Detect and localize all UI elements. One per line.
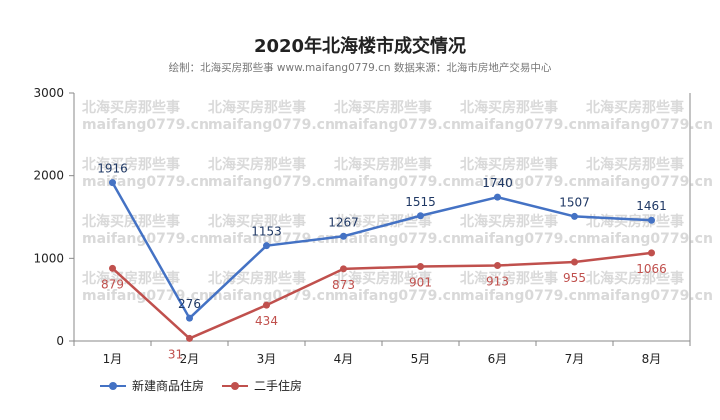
data-point [263, 301, 270, 309]
data-point [340, 265, 347, 273]
legend-label-series-1: 新建商品住房 [132, 379, 205, 393]
y-tick-label: 3000 [33, 86, 64, 100]
data-label: 913 [486, 275, 509, 289]
y-tick-label: 1000 [33, 251, 64, 265]
watermark-text: 北海买房那些事 [208, 213, 306, 230]
series-line-1 [111, 181, 652, 320]
data-label: 1461 [636, 199, 667, 213]
data-label: 1507 [559, 195, 590, 209]
data-label: 873 [332, 278, 355, 292]
watermark-text: 北海买房那些事 [586, 270, 684, 287]
watermark-text: 北海买房那些事 [586, 156, 684, 173]
data-label: 1267 [328, 215, 359, 229]
x-tick-label: 6月 [488, 352, 508, 366]
watermark-text: 北海买房那些事 [208, 270, 306, 287]
data-point [263, 242, 270, 250]
data-label: 434 [255, 314, 278, 328]
data-point [571, 212, 578, 220]
data-point [648, 216, 655, 224]
x-tick-label: 5月 [411, 352, 431, 366]
watermark-text: maifang0779.cn [208, 117, 335, 133]
x-tick-label: 1月 [103, 352, 123, 366]
y-tick-label: 0 [56, 334, 64, 348]
watermark-text: 北海买房那些事 [460, 156, 558, 173]
watermark-text: maifang0779.cn [334, 174, 461, 190]
watermark-text: maifang0779.cn [82, 174, 209, 190]
watermark-text: maifang0779.cn [208, 174, 335, 190]
x-tick-label: 4月 [334, 352, 354, 366]
data-label: 879 [101, 277, 124, 291]
watermark-text: 北海买房那些事 [82, 99, 180, 116]
watermark-text: 北海买房那些事 [460, 99, 558, 116]
x-tick-label: 2月 [180, 352, 200, 366]
watermark-text: 北海买房那些事 [82, 213, 180, 230]
data-point [340, 232, 347, 240]
data-label: 1153 [251, 225, 282, 239]
data-label: 31 [168, 347, 183, 361]
watermark-text: maifang0779.cn [586, 174, 713, 190]
watermark-text: maifang0779.cn [460, 117, 587, 133]
data-label: 901 [409, 276, 432, 290]
watermark-text: maifang0779.cn [82, 288, 209, 304]
watermark-text: maifang0779.cn [460, 231, 587, 247]
watermark-text: maifang0779.cn [586, 231, 713, 247]
data-point [109, 264, 116, 272]
watermark-text: 北海买房那些事 [460, 270, 558, 287]
data-label: 1740 [482, 176, 513, 190]
x-tick-label: 8月 [642, 352, 662, 366]
data-label: 1916 [97, 162, 128, 176]
watermark-text: 北海买房那些事 [334, 156, 432, 173]
data-point [494, 262, 501, 270]
y-tick-label: 2000 [33, 169, 64, 183]
data-label: 1515 [405, 195, 436, 209]
data-point [186, 334, 193, 342]
watermark-text: maifang0779.cn [334, 231, 461, 247]
legend-swatch-series-1 [100, 380, 126, 392]
watermark-text: 北海买房那些事 [208, 156, 306, 173]
x-tick-label: 7月 [565, 352, 585, 366]
watermark-text: maifang0779.cn [334, 288, 461, 304]
watermark-text: 北海买房那些事 [82, 156, 180, 173]
data-point [648, 249, 655, 257]
data-point [571, 258, 578, 266]
data-point [109, 179, 116, 187]
watermark-text: 北海买房那些事 [334, 99, 432, 116]
watermark-text: maifang0779.cn [208, 288, 335, 304]
watermark-text: maifang0779.cn [460, 174, 587, 190]
watermark-text: maifang0779.cn [334, 117, 461, 133]
watermark-text: 北海买房那些事 [334, 270, 432, 287]
data-label: 276 [178, 297, 201, 311]
watermark-text: 北海买房那些事 [586, 213, 684, 230]
chart-title: 2020年北海楼市成交情况 [253, 36, 467, 57]
data-point [417, 212, 424, 220]
watermark-text: maifang0779.cn [82, 117, 209, 133]
watermark: 北海买房那些事maifang0779.cn北海买房那些事maifang0779.… [82, 99, 713, 304]
data-point [417, 263, 424, 271]
data-label: 955 [563, 271, 586, 285]
legend-item-series-2: 二手住房 [222, 377, 302, 394]
legend-swatch-series-2 [222, 380, 249, 392]
series-line-2 [111, 251, 652, 340]
data-label: 1066 [636, 262, 667, 276]
chart-subtitle: 绘制：北海买房那些事 www.maifang0779.cn 数据来源：北海市房地… [168, 62, 552, 74]
legend-item-series-1: 新建商品住房 [100, 377, 204, 394]
x-tick-label: 3月 [257, 352, 277, 366]
watermark-text: 北海买房那些事 [208, 99, 306, 116]
legend: 新建商品住房 二手住房 [100, 377, 302, 394]
watermark-text: maifang0779.cn [460, 288, 587, 304]
watermark-text: 北海买房那些事 [82, 270, 180, 287]
data-point [494, 193, 501, 201]
data-point [186, 314, 193, 322]
watermark-text: maifang0779.cn [586, 117, 713, 133]
legend-label-series-2: 二手住房 [254, 379, 303, 393]
watermark-text: 北海买房那些事 [460, 213, 558, 230]
watermark-text: maifang0779.cn [208, 231, 335, 247]
watermark-text: 北海买房那些事 [586, 99, 684, 116]
watermark-text: maifang0779.cn [586, 288, 713, 304]
watermark-text: 北海买房那些事 [334, 213, 432, 230]
